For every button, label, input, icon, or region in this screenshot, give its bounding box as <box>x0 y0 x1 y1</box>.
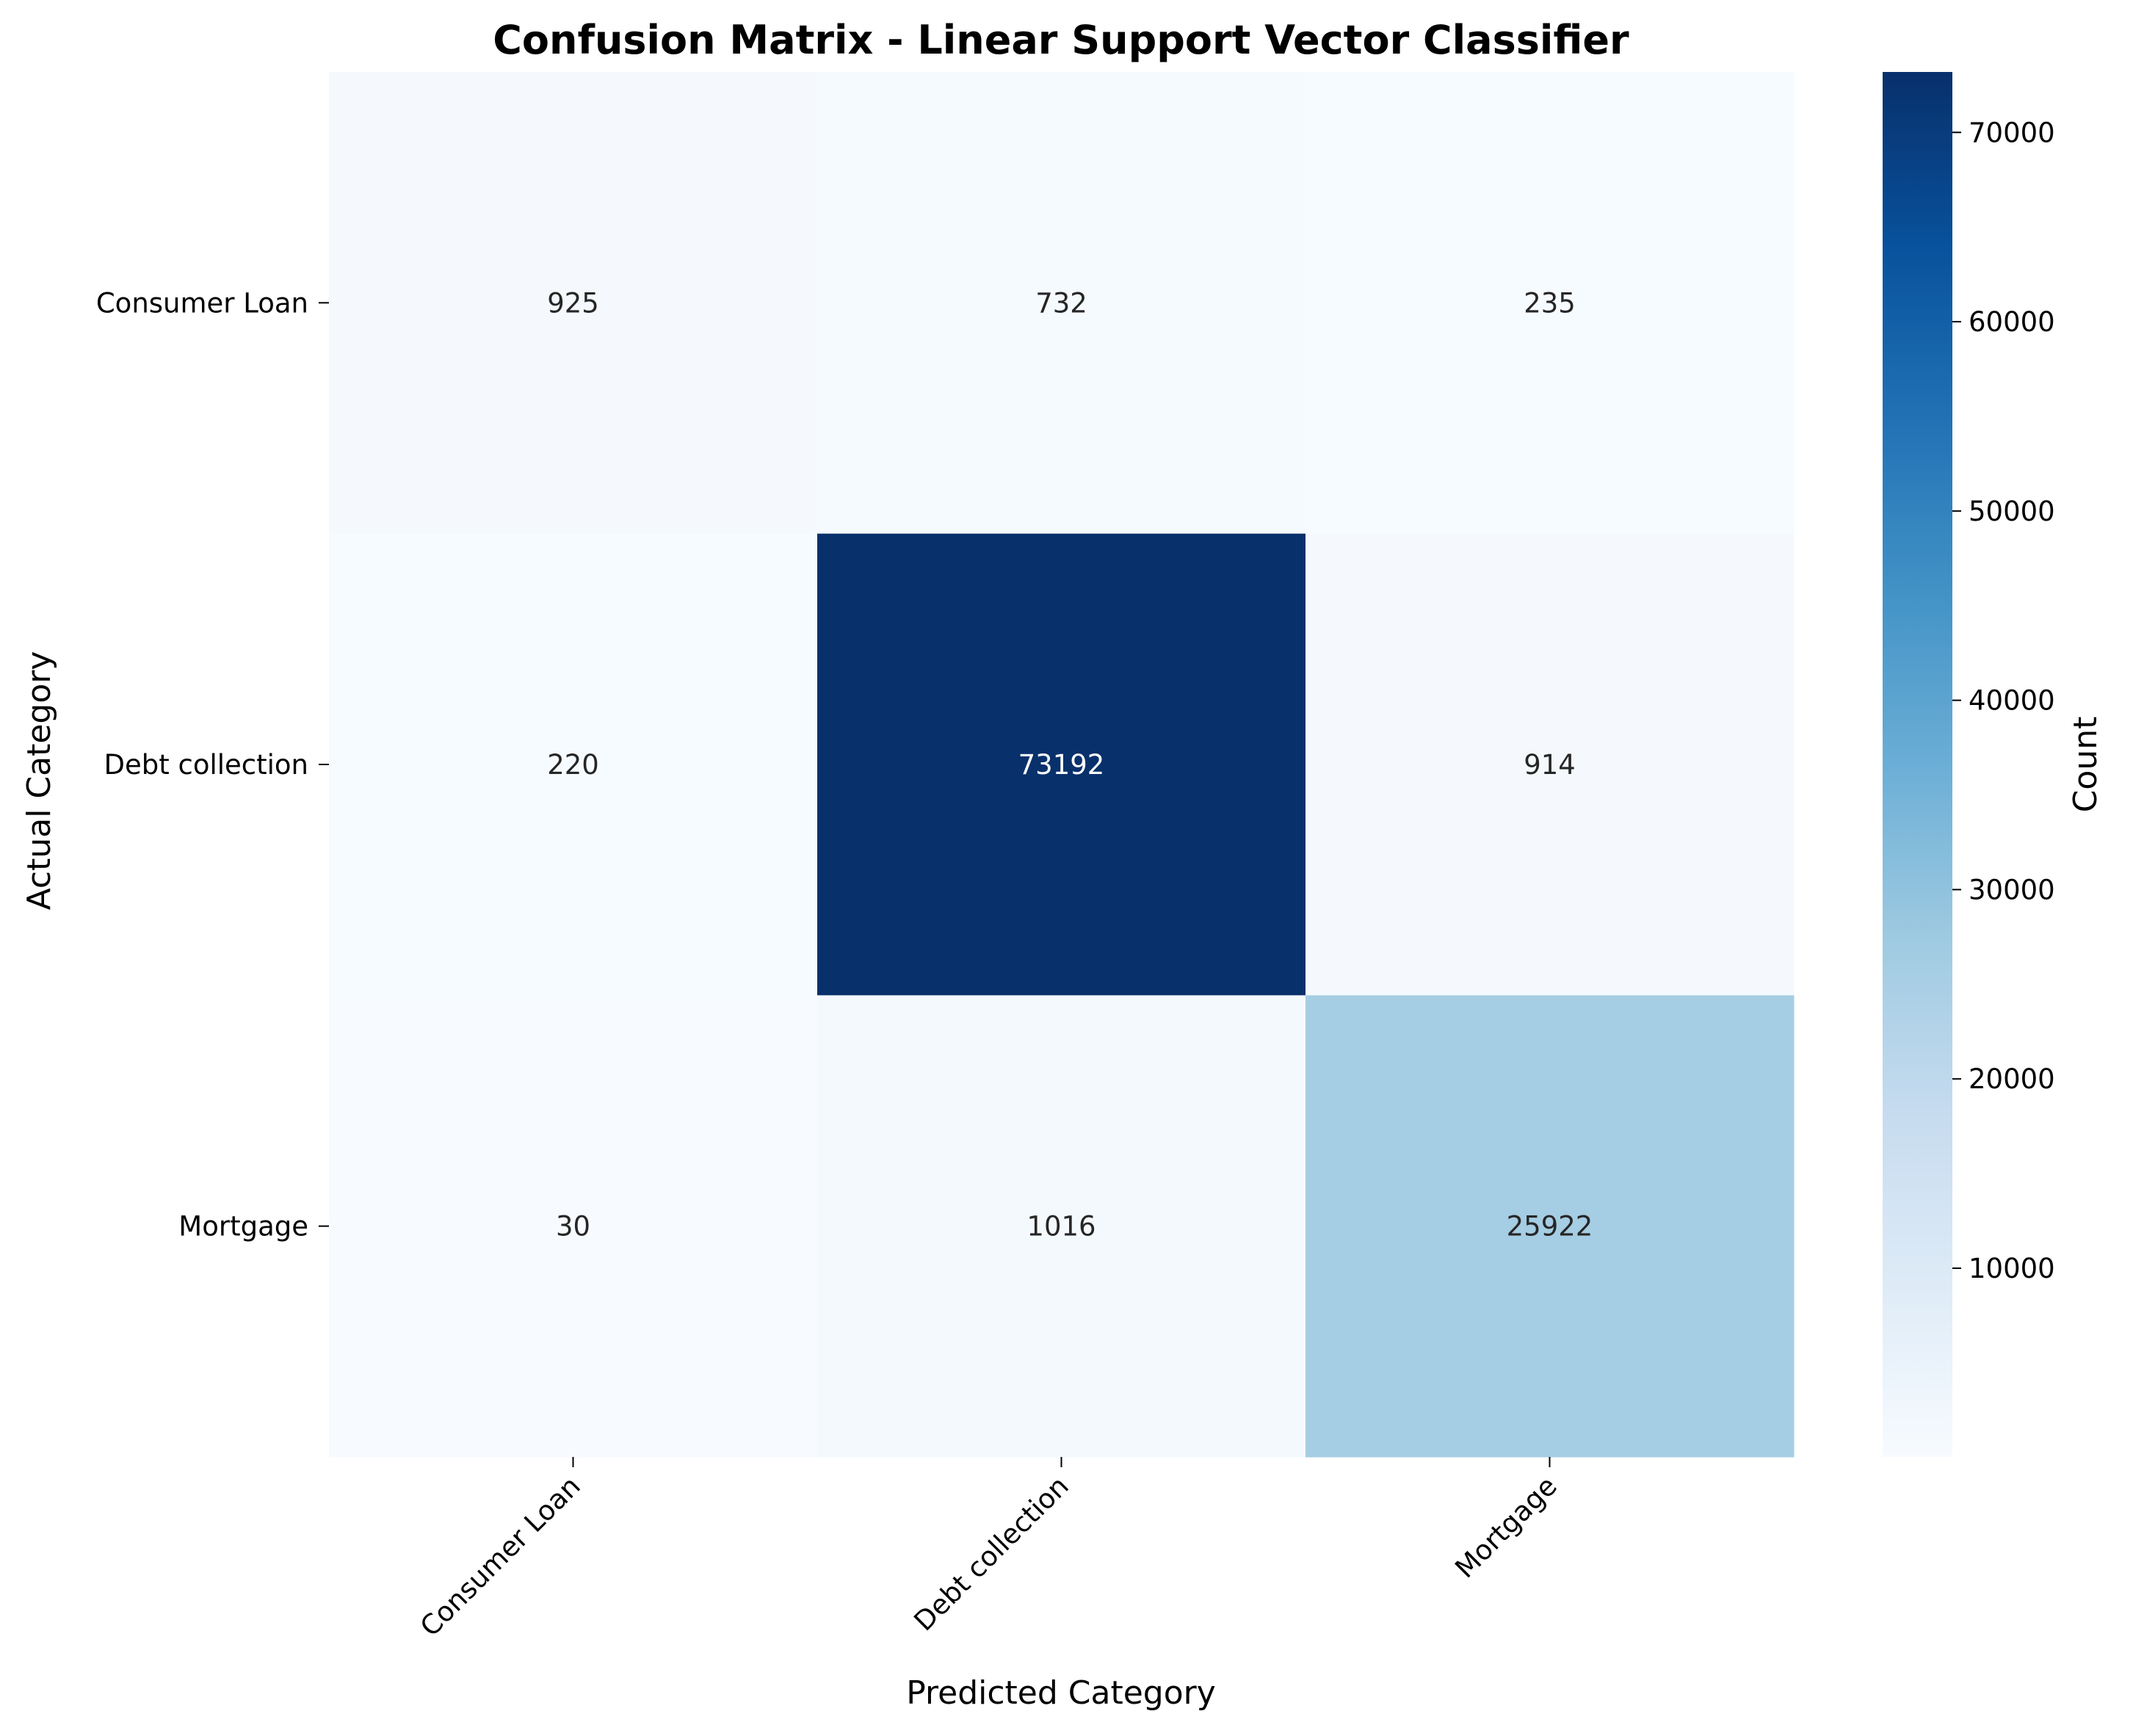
x-tick-label: Consumer Loan <box>414 1470 587 1643</box>
heatmap-cell <box>329 533 818 996</box>
heatmap-cell <box>817 533 1306 996</box>
y-tick-label: Consumer Loan <box>96 287 308 319</box>
colorbar-tick-label: 10000 <box>1969 1253 2055 1284</box>
heatmap-cell <box>1305 995 1795 1458</box>
colorbar-tick-label: 50000 <box>1969 496 2055 527</box>
colorbar-label: Count <box>2067 717 2104 813</box>
colorbar <box>1883 72 1952 1457</box>
colorbar-tick-label: 40000 <box>1969 685 2055 717</box>
cell-value-label: 1016 <box>1026 1211 1096 1243</box>
chart-title: Confusion Matrix - Linear Support Vector… <box>493 17 1629 63</box>
cell-value-label: 30 <box>556 1211 590 1243</box>
heatmap-cell <box>817 995 1306 1458</box>
heatmap-cell <box>329 72 818 535</box>
cell-value-label: 925 <box>547 287 599 319</box>
x-tick-label: Debt collection <box>908 1470 1075 1637</box>
colorbar-ticks: 10000 20000 30000 40000 50000 60000 70000 <box>1952 117 2055 1284</box>
heatmap-cell <box>817 72 1306 535</box>
cell-value-label: 25922 <box>1507 1211 1593 1243</box>
x-tick-label: Mortgage <box>1449 1470 1563 1584</box>
colorbar-tick-label: 20000 <box>1969 1063 2055 1095</box>
cell-value-label: 73192 <box>1018 749 1105 781</box>
y-tick-label: Mortgage <box>178 1211 308 1243</box>
cell-value-labels: 925 732 235 220 73192 914 30 1016 25922 <box>547 287 1593 1242</box>
heatmap-cell <box>1305 72 1795 535</box>
x-axis-label: Predicted Category <box>906 1674 1216 1712</box>
heatmap-cell <box>329 995 818 1458</box>
x-axis-ticks: Consumer Loan Debt collection Mortgage <box>414 1457 1563 1643</box>
colorbar-tick-label: 70000 <box>1969 117 2055 148</box>
cell-value-label: 732 <box>1035 287 1087 319</box>
cell-value-label: 914 <box>1524 749 1576 781</box>
heatmap-cells <box>329 72 1795 1458</box>
heatmap-cell <box>1305 533 1795 996</box>
cell-value-label: 235 <box>1524 287 1576 319</box>
colorbar-tick-label: 30000 <box>1969 874 2055 905</box>
y-tick-label: Debt collection <box>104 749 308 781</box>
cell-value-label: 220 <box>547 749 599 781</box>
y-axis-label: Actual Category <box>21 651 58 911</box>
y-axis-ticks: Consumer Loan Debt collection Mortgage <box>96 287 329 1243</box>
colorbar-tick-label: 60000 <box>1969 306 2055 338</box>
